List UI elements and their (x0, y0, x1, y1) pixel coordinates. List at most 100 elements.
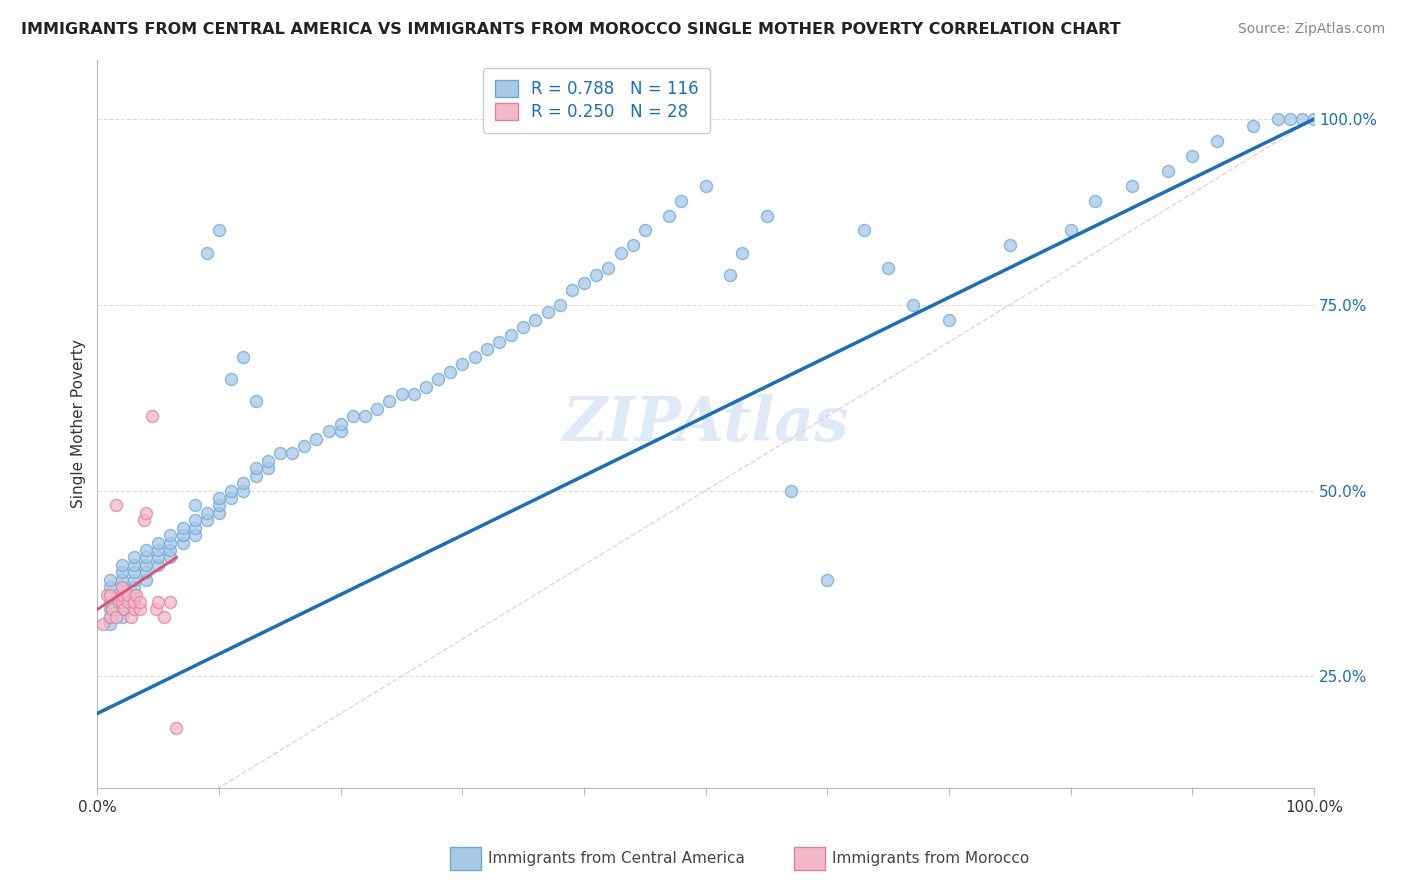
Point (329, 417, 352, 431)
Point (172, 528, 194, 542)
Point (1241, 120, 1264, 134)
Point (98, 610, 121, 624)
Point (159, 528, 181, 542)
Point (852, 223, 875, 237)
Point (122, 602, 145, 616)
Point (135, 573, 157, 587)
Point (1181, 149, 1204, 163)
Point (111, 558, 134, 572)
Point (135, 550, 157, 565)
Point (561, 283, 583, 297)
Point (141, 409, 163, 424)
Point (718, 268, 741, 282)
Point (122, 573, 145, 587)
Point (111, 588, 134, 602)
Point (634, 223, 657, 237)
Point (427, 372, 450, 386)
Point (148, 558, 170, 572)
Point (269, 446, 291, 460)
Point (129, 595, 152, 609)
Point (245, 461, 267, 475)
Point (125, 588, 148, 602)
Point (1303, 112, 1326, 126)
Point (232, 350, 254, 364)
Point (98, 588, 121, 602)
Point (512, 320, 534, 334)
Point (671, 194, 693, 208)
Point (104, 499, 127, 513)
Point (172, 521, 194, 535)
Point (548, 298, 571, 312)
Point (755, 209, 778, 223)
Point (145, 602, 167, 616)
Point (98, 580, 121, 594)
Point (256, 461, 278, 475)
Point (780, 483, 803, 498)
Point (318, 424, 340, 438)
Point (111, 610, 134, 624)
Point (104, 610, 127, 624)
Point (111, 588, 134, 602)
Point (148, 535, 170, 549)
Point (292, 439, 315, 453)
Point (998, 238, 1021, 252)
Point (1205, 134, 1227, 148)
Point (122, 558, 145, 572)
Point (195, 245, 218, 260)
Point (96, 588, 118, 602)
Text: Immigrants from Morocco: Immigrants from Morocco (832, 852, 1029, 866)
Point (877, 260, 900, 275)
Point (256, 454, 278, 468)
Point (148, 550, 170, 565)
Point (120, 610, 142, 624)
Point (232, 476, 254, 491)
Point (208, 506, 231, 520)
Text: IMMIGRANTS FROM CENTRAL AMERICA VS IMMIGRANTS FROM MOROCCO SINGLE MOTHER POVERTY: IMMIGRANTS FROM CENTRAL AMERICA VS IMMIG… (21, 22, 1121, 37)
Point (281, 446, 304, 460)
Point (195, 513, 218, 527)
Point (98, 573, 121, 587)
Point (159, 543, 181, 558)
Point (731, 245, 754, 260)
Point (1121, 178, 1143, 193)
Point (815, 573, 838, 587)
Point (117, 595, 139, 609)
Point (132, 513, 155, 527)
Point (1267, 112, 1289, 126)
Point (938, 312, 960, 326)
Point (98, 602, 121, 616)
Point (439, 365, 461, 379)
Point (621, 238, 644, 252)
Point (153, 610, 176, 624)
Point (148, 543, 170, 558)
Point (536, 305, 558, 319)
Point (129, 602, 152, 616)
Point (1060, 223, 1083, 237)
Point (342, 409, 364, 424)
Point (135, 558, 157, 572)
Point (245, 394, 267, 409)
Point (464, 350, 486, 364)
Point (98, 595, 121, 609)
Point (378, 394, 401, 409)
Point (98, 588, 121, 602)
Point (148, 595, 170, 609)
Point (195, 506, 218, 520)
Point (108, 595, 131, 609)
Point (159, 595, 181, 609)
Point (159, 550, 181, 565)
Text: Source: ZipAtlas.com: Source: ZipAtlas.com (1237, 22, 1385, 37)
Point (111, 580, 134, 594)
Point (415, 379, 437, 393)
Point (135, 543, 157, 558)
Text: ZIPAtlas: ZIPAtlas (562, 393, 849, 454)
Point (366, 401, 388, 416)
Point (111, 580, 134, 594)
Point (183, 528, 205, 542)
Point (183, 499, 205, 513)
Y-axis label: Single Mother Poverty: Single Mother Poverty (72, 339, 86, 508)
Point (524, 312, 547, 326)
Point (101, 602, 124, 616)
Point (122, 550, 145, 565)
Point (354, 409, 377, 424)
